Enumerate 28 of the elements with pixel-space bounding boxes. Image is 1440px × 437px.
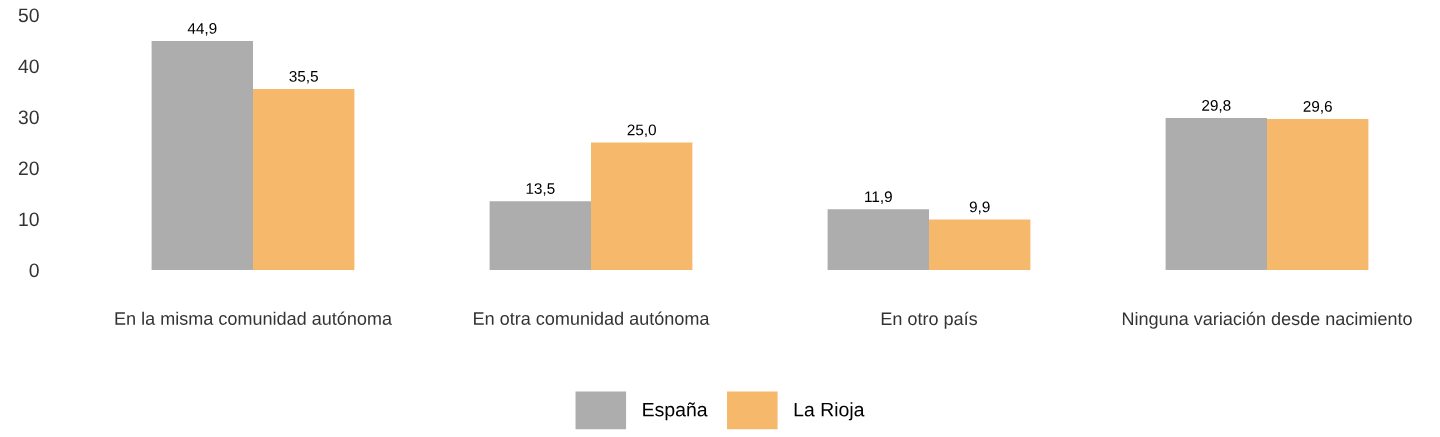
data-label: 35,5 <box>289 70 318 84</box>
legend-label: La Rioja <box>794 402 865 421</box>
data-label: 11,9 <box>865 191 892 204</box>
x-tick-label: En otro país <box>881 311 978 329</box>
y-tick-label: 20 <box>18 161 39 176</box>
data-label: 29,6 <box>1303 101 1332 114</box>
bar <box>929 219 1031 270</box>
bar <box>151 41 253 270</box>
y-tick-label: 10 <box>19 212 39 227</box>
data-label: 9,9 <box>969 201 990 215</box>
y-tick-label: 0 <box>29 263 39 278</box>
x-tick-label: Ninguna variación desde nacimiento <box>1122 311 1412 329</box>
legend-label: España <box>643 402 708 421</box>
data-label: 25,0 <box>627 124 656 138</box>
data-label: 29,8 <box>1202 100 1231 113</box>
bar <box>827 209 929 270</box>
y-tick-label: 50 <box>18 8 39 23</box>
bar <box>253 88 355 270</box>
bar <box>1165 118 1267 270</box>
y-tick-label: 30 <box>18 110 39 125</box>
bar <box>591 142 693 270</box>
data-label: 13,5 <box>526 183 555 196</box>
bar <box>489 201 591 270</box>
data-label: 44,9 <box>187 23 217 36</box>
x-tick-label: En la misma comunidad autónoma <box>115 311 393 325</box>
bar <box>1267 119 1369 270</box>
y-tick-label: 40 <box>18 59 39 74</box>
x-tick-label: En otra comunidad autónoma <box>474 311 710 325</box>
